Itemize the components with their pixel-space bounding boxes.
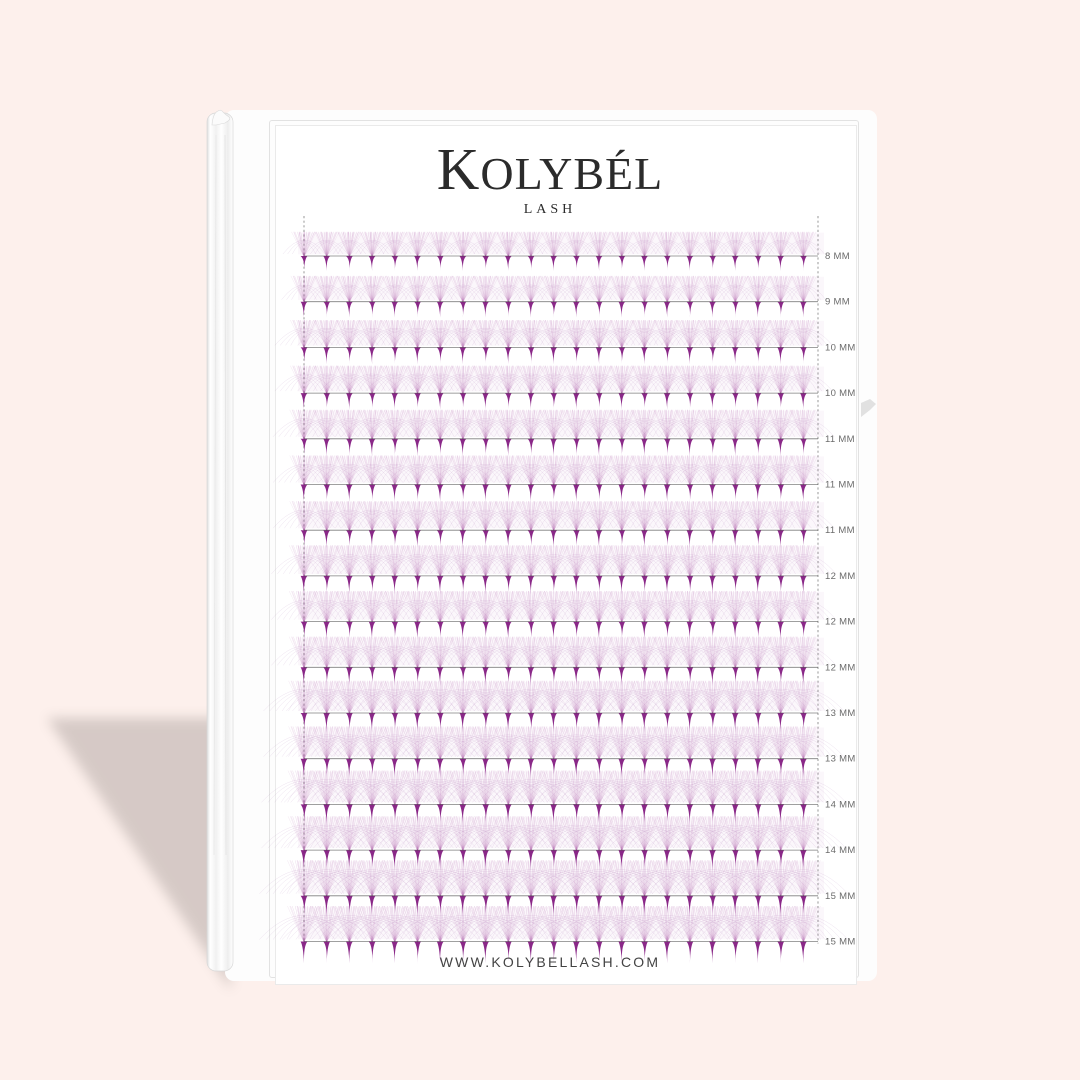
svg-text:15 MM: 15 MM: [825, 891, 856, 902]
svg-text:12 MM: 12 MM: [825, 662, 856, 673]
svg-text:15 MM: 15 MM: [825, 937, 856, 948]
svg-text:12 MM: 12 MM: [825, 571, 856, 582]
svg-text:9 MM: 9 MM: [825, 297, 850, 308]
svg-text:10 MM: 10 MM: [825, 388, 856, 399]
svg-text:14 MM: 14 MM: [825, 799, 856, 810]
svg-text:14 MM: 14 MM: [825, 845, 856, 856]
svg-text:11 MM: 11 MM: [825, 525, 855, 536]
svg-text:10 MM: 10 MM: [825, 342, 856, 353]
svg-text:12 MM: 12 MM: [825, 617, 856, 628]
svg-text:13 MM: 13 MM: [825, 754, 856, 765]
svg-text:13 MM: 13 MM: [825, 708, 856, 719]
svg-text:11 MM: 11 MM: [825, 434, 855, 445]
svg-text:11 MM: 11 MM: [825, 480, 855, 491]
svg-text:8 MM: 8 MM: [825, 251, 850, 262]
